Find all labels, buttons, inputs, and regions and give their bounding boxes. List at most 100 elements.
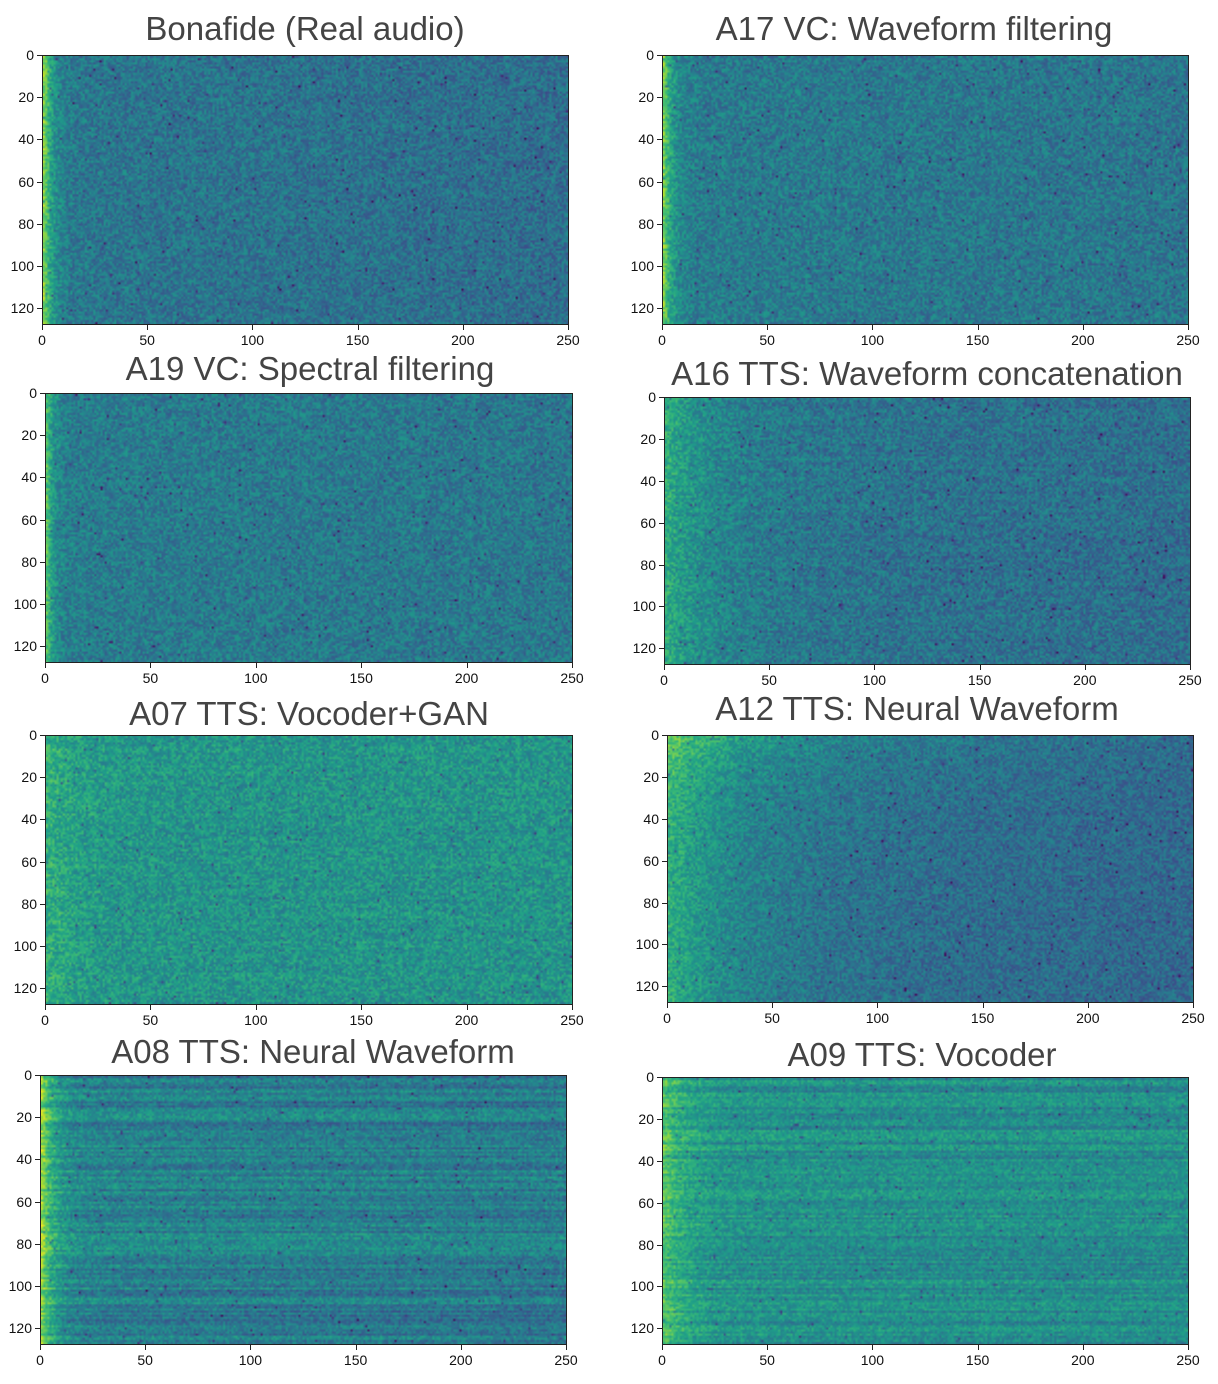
y-tick-mark (37, 139, 42, 141)
y-tick-label: 40 (18, 131, 34, 148)
y-tick-mark (657, 139, 662, 141)
y-tick-label: 80 (21, 895, 37, 912)
x-tick-mark (977, 325, 979, 330)
chart-title: A16 TTS: Waveform concatenation (671, 355, 1183, 392)
x-tick-mark (147, 325, 149, 330)
y-tick-mark (40, 903, 45, 905)
chart-title: A12 TTS: Neural Waveform (715, 690, 1119, 727)
y-tick-mark (657, 97, 662, 99)
x-tick-mark (572, 663, 573, 668)
chart-title: A17 VC: Waveform filtering (715, 10, 1113, 47)
y-tick-label: 40 (638, 1152, 654, 1169)
y-tick-label: 20 (638, 1110, 654, 1127)
y-tick-label: 0 (651, 727, 659, 743)
y-tick-label: 20 (18, 89, 34, 106)
y-tick-label: 60 (21, 511, 37, 528)
y-tick-label: 120 (13, 980, 37, 997)
x-tick-label: 0 (658, 1352, 666, 1368)
x-tick-mark (568, 325, 569, 330)
x-tick-label: 200 (454, 1012, 479, 1028)
y-tick-label: 0 (646, 47, 654, 63)
x-tick-mark (250, 1345, 252, 1350)
x-tick-mark (872, 1345, 874, 1350)
x-tick-label: 0 (660, 672, 668, 688)
y-tick-mark (40, 988, 45, 990)
spectrogram-heatmap (45, 735, 573, 1005)
chart-title: A19 VC: Spectral filtering (125, 350, 495, 387)
spectrogram-heatmap (45, 393, 573, 663)
x-tick-label: 50 (764, 1010, 780, 1026)
x-tick-mark (572, 1005, 573, 1010)
y-tick-label: 100 (632, 598, 656, 615)
y-tick-mark (37, 265, 42, 267)
y-tick-label: 20 (640, 430, 656, 447)
x-tick-mark (357, 325, 359, 330)
y-tick-label: 60 (640, 514, 656, 531)
y-tick-label: 120 (10, 300, 34, 317)
y-tick-mark (657, 1118, 662, 1120)
y-tick-label: 40 (640, 472, 656, 489)
x-tick-mark (772, 1003, 774, 1008)
y-tick-label: 0 (24, 1067, 32, 1083)
y-tick-label: 100 (630, 257, 654, 274)
y-tick-mark (657, 1160, 662, 1162)
x-tick-label: 0 (36, 1352, 44, 1368)
y-tick-label: 60 (18, 173, 34, 190)
chart-title: A07 TTS: Vocoder+GAN (129, 695, 489, 732)
y-tick-mark (657, 1328, 662, 1330)
y-tick-label: 40 (21, 811, 37, 828)
x-tick-label: 50 (759, 332, 775, 348)
x-tick-label: 250 (556, 332, 580, 348)
spectrogram-heatmap (42, 55, 569, 325)
x-tick-mark (979, 665, 981, 670)
x-tick-mark (767, 325, 769, 330)
x-tick-label: 50 (142, 670, 159, 686)
x-tick-label: 150 (343, 1352, 368, 1368)
y-tick-mark (662, 860, 667, 862)
x-tick-mark (664, 665, 665, 670)
y-tick-label: 120 (635, 978, 659, 995)
heatmap-cells (43, 56, 568, 324)
x-tick-mark (1087, 1003, 1089, 1008)
x-tick-mark (145, 1345, 147, 1350)
y-tick-mark (662, 818, 667, 820)
y-tick-mark (35, 1285, 40, 1287)
x-tick-label: 50 (142, 1012, 159, 1028)
y-tick-mark (662, 735, 667, 736)
y-tick-label: 80 (18, 215, 34, 232)
x-tick-label: 150 (349, 670, 373, 686)
chart-title: Bonafide (Real audio) (145, 10, 465, 47)
y-tick-mark (659, 564, 664, 566)
y-tick-mark (657, 1077, 662, 1078)
y-tick-mark (37, 308, 42, 310)
x-tick-mark (769, 665, 771, 670)
x-tick-mark (466, 1005, 468, 1010)
y-tick-mark (40, 561, 45, 563)
x-tick-mark (255, 1005, 257, 1010)
x-tick-label: 100 (865, 1010, 890, 1026)
y-tick-mark (662, 944, 667, 946)
y-tick-label: 80 (643, 894, 659, 911)
y-tick-label: 20 (21, 769, 37, 786)
spectrogram-heatmap (40, 1075, 567, 1345)
y-tick-mark (662, 776, 667, 778)
y-tick-mark (659, 606, 664, 608)
x-tick-mark (355, 1345, 357, 1350)
y-tick-label: 60 (643, 852, 659, 869)
x-tick-mark (767, 1345, 769, 1350)
x-tick-label: 0 (41, 670, 49, 686)
x-tick-mark (1188, 325, 1189, 330)
x-tick-mark (566, 1345, 567, 1350)
x-tick-label: 250 (1176, 332, 1200, 348)
y-tick-mark (657, 181, 662, 183)
chart-title: A09 TTS: Vocoder (787, 1036, 1057, 1073)
heatmap-cells (663, 56, 1188, 324)
y-tick-mark (659, 480, 664, 482)
x-tick-mark (667, 1003, 668, 1008)
y-tick-mark (40, 861, 45, 863)
y-tick-mark (657, 223, 662, 225)
y-tick-label: 0 (29, 727, 37, 743)
y-tick-mark (37, 97, 42, 99)
y-tick-mark (659, 522, 664, 524)
x-tick-mark (982, 1003, 984, 1008)
